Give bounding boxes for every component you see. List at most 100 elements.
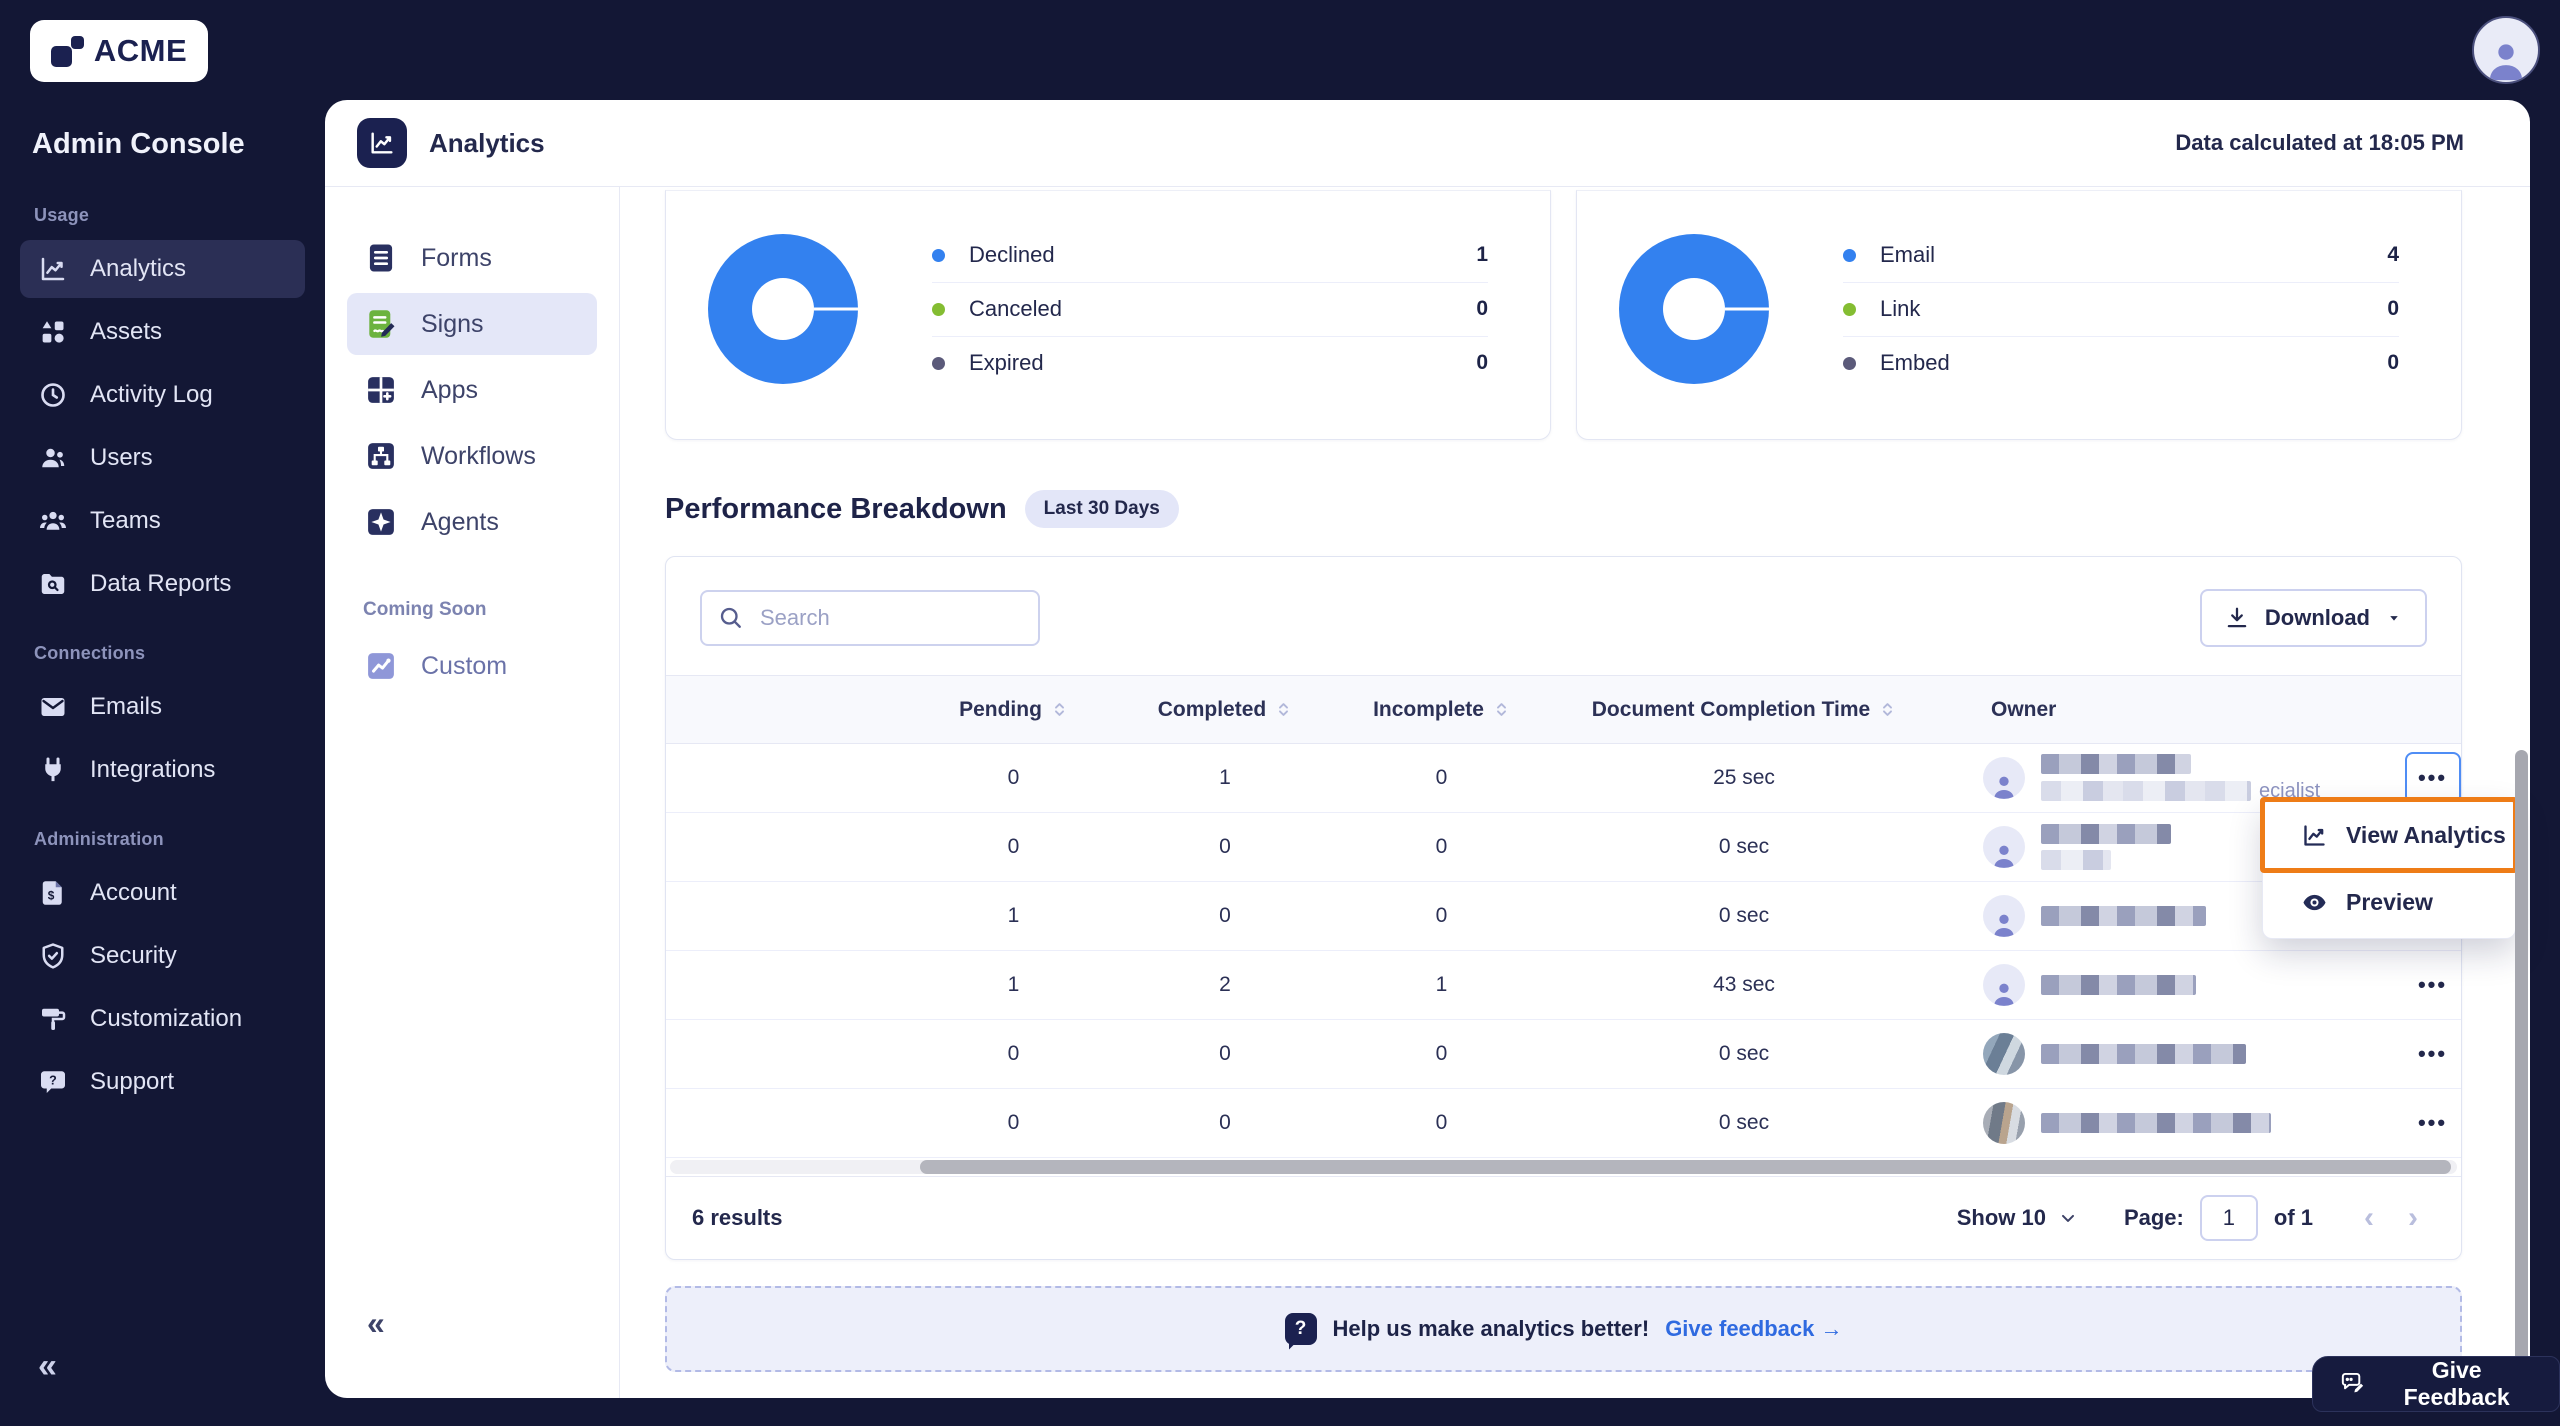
sidebar-collapse-button[interactable]: « — [38, 1347, 57, 1385]
page-count-label: of 1 — [2273, 1205, 2313, 1231]
row-actions-button[interactable]: ••• — [2405, 959, 2461, 1011]
sidebar-item-label: Customization — [90, 1005, 243, 1032]
table-row: 0 0 0 0 sec ••• — [666, 1089, 2461, 1159]
row-actions-cell: ••• — [2404, 1028, 2461, 1080]
section-label-usage: Usage — [34, 205, 90, 225]
legend-row-link: Link 0 — [1843, 283, 2399, 337]
scrollbar-thumb[interactable] — [920, 1160, 2451, 1175]
give-feedback-button[interactable]: Give Feedback — [2312, 1356, 2560, 1412]
donut-chart-status — [708, 234, 858, 384]
vertical-scrollbar-thumb[interactable] — [2515, 750, 2528, 1410]
column-header-pending: Pending — [911, 698, 1116, 722]
sidebar-item-activity-log[interactable]: Activity Log — [20, 366, 305, 424]
owner-avatar-photo — [1983, 1102, 2025, 1145]
owner-cell — [1939, 964, 2404, 1007]
pending-cell: 0 — [1007, 766, 1020, 790]
next-page-button[interactable]: › — [2391, 1200, 2435, 1236]
acme-logo[interactable]: ACME — [30, 20, 208, 82]
menu-item-view-analytics[interactable]: View Analytics — [2260, 797, 2518, 873]
legend-label: Expired — [969, 350, 1044, 375]
owner-avatar-photo — [1983, 1033, 2025, 1076]
sidebar-item-security[interactable]: Security — [20, 927, 305, 985]
admin-sidebar: ACME Admin Console Usage Analytics Asset… — [0, 0, 325, 1426]
sidebar-item-users[interactable]: Users — [20, 429, 305, 487]
legend-label: Declined — [969, 242, 1055, 267]
status-legend: Declined 1 Canceled 0 Expired 0 — [932, 229, 1488, 390]
menu-item-preview[interactable]: Preview — [2263, 870, 2515, 934]
column-label: Incomplete — [1373, 697, 1484, 721]
download-button[interactable]: Download — [2199, 589, 2427, 647]
table-row: 0 0 0 0 sec ••• — [666, 813, 2461, 883]
subnav-item-forms[interactable]: Forms — [347, 227, 597, 289]
sidebar-item-label: Analytics — [90, 255, 187, 282]
sidebar-item-emails[interactable]: Emails — [20, 678, 305, 736]
sidebar-item-customization[interactable]: Customization — [20, 990, 305, 1048]
redacted-owner-name — [2041, 1044, 2246, 1065]
menu-item-label: View Analytics — [2346, 821, 2506, 848]
legend-dot-purple — [1843, 356, 1856, 370]
sort-icon[interactable] — [1493, 701, 1510, 718]
legend-row-email: Email 4 — [1843, 229, 2399, 283]
page-number-input[interactable] — [2199, 1195, 2258, 1242]
row-context-menu: View Analytics Preview — [2260, 797, 2518, 939]
completion-time-cell: 0 sec — [1718, 1042, 1770, 1066]
sort-icon[interactable] — [1879, 701, 1896, 718]
shield-check-icon — [38, 941, 68, 971]
download-label: Download — [2264, 605, 2370, 630]
paint-roller-icon — [38, 1004, 68, 1034]
shapes-icon — [38, 317, 68, 347]
sidebar-item-account[interactable]: $ Account — [20, 864, 305, 922]
completion-time-cell: 43 sec — [1713, 973, 1775, 997]
subnav-item-agents[interactable]: Agents — [347, 491, 597, 553]
table-row: 1 0 0 0 sec ••• — [666, 882, 2461, 952]
legend-row-expired: Expired 0 — [932, 337, 1488, 390]
page-label: Page: — [2123, 1205, 2184, 1231]
last-30-days-badge: Last 30 Days — [1024, 490, 1179, 528]
show-per-page-select[interactable]: Show 10 — [1957, 1205, 2078, 1231]
acme-logo-icon — [50, 34, 85, 68]
page-title: Analytics — [429, 127, 545, 158]
row-actions-cell: ••• — [2404, 1097, 2461, 1149]
sort-icon[interactable] — [1051, 701, 1068, 718]
previous-page-button[interactable]: ‹ — [2347, 1200, 2391, 1236]
sidebar-item-teams[interactable]: Teams — [20, 492, 305, 550]
folder-search-icon — [38, 569, 68, 599]
sidebar-item-label: Account — [90, 879, 177, 906]
analytics-header-icon — [357, 118, 407, 168]
table-row: 0 1 0 25 sec ecialist — [666, 744, 2461, 814]
sidebar-item-support[interactable]: ? Support — [20, 1053, 305, 1111]
analytics-content: Declined 1 Canceled 0 Expired 0 — [620, 187, 2530, 1398]
redacted-owner-name — [2041, 975, 2196, 996]
row-actions-button[interactable]: ••• — [2404, 752, 2461, 805]
table-row: 1 2 1 43 sec ••• — [666, 951, 2461, 1021]
sidebar-item-data-reports[interactable]: Data Reports — [20, 555, 305, 613]
status-cards-row: Declined 1 Canceled 0 Expired 0 — [665, 190, 2462, 440]
incomplete-cell: 0 — [1435, 766, 1448, 790]
row-actions-button[interactable]: ••• — [2405, 1028, 2461, 1080]
subnav-collapse-button[interactable]: « — [367, 1305, 385, 1341]
subnav-item-signs[interactable]: Signs — [347, 293, 597, 355]
owner-avatar — [1983, 826, 2025, 869]
redacted-owner-name — [2041, 753, 2191, 774]
legend-label: Embed — [1880, 350, 1950, 375]
legend-value: 0 — [1476, 351, 1488, 374]
user-avatar[interactable] — [2472, 16, 2540, 84]
completed-cell: 0 — [1219, 904, 1231, 928]
sidebar-item-label: Users — [90, 444, 153, 471]
subnav-item-custom[interactable]: Custom — [347, 635, 597, 697]
table-header-row: Pending Completed Incomplete Document Co… — [666, 675, 2461, 745]
sort-icon[interactable] — [1275, 701, 1292, 718]
column-header-completion-time: Document Completion Time — [1549, 698, 1939, 722]
row-actions-button[interactable]: ••• — [2405, 1097, 2461, 1149]
give-feedback-label: Give Feedback — [2403, 1357, 2510, 1410]
sidebar-item-integrations[interactable]: Integrations — [20, 741, 305, 799]
sidebar-item-analytics[interactable]: Analytics — [20, 240, 305, 298]
table-footer: 6 results Show 10 Page: of 1 ‹ › — [666, 1176, 2461, 1259]
subnav-item-apps[interactable]: Apps — [347, 359, 597, 421]
give-feedback-link[interactable]: Give feedback → — [1665, 1316, 1843, 1341]
subnav-item-label: Signs — [421, 309, 484, 338]
legend-row-embed: Embed 0 — [1843, 337, 2399, 390]
search-input[interactable] — [700, 590, 1040, 646]
sidebar-item-assets[interactable]: Assets — [20, 303, 305, 361]
subnav-item-workflows[interactable]: Workflows — [347, 425, 597, 487]
